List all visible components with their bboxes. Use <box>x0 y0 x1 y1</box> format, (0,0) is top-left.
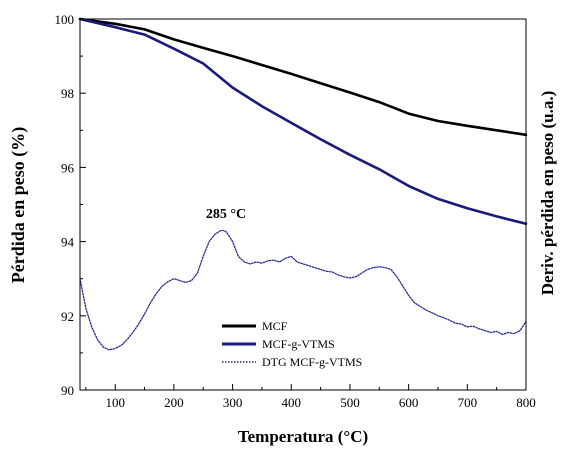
x-tick-label: 400 <box>282 395 302 410</box>
series-line-mcf-g-vtms <box>78 17 528 226</box>
x-tick-label: 200 <box>164 395 184 410</box>
x-tick-label: 300 <box>223 395 243 410</box>
legend-label-mcf: MCF <box>262 319 288 333</box>
x-tick-label: 500 <box>340 395 360 410</box>
x-tick-label: 800 <box>516 395 536 410</box>
series-line-dtg <box>79 229 527 351</box>
peak-annotation: 285 °C <box>206 207 246 222</box>
y-axis-label: Pérdida en peso (%) <box>8 127 29 284</box>
y2-axis-label: Deriv. pérdida en peso (u.a.) <box>538 91 557 295</box>
x-tick-label: 100 <box>105 395 125 410</box>
plot-frame <box>79 18 527 391</box>
x-axis-label: Temperatura (°C) <box>238 427 368 446</box>
series-line-mcf <box>78 17 528 137</box>
x-tick-label: 700 <box>458 395 478 410</box>
legend-label-dtg: DTG MCF-g-VTMS <box>262 355 362 369</box>
y-tick-label: 100 <box>55 12 75 27</box>
y-tick-label: 96 <box>61 160 75 175</box>
x-tick-label: 600 <box>399 395 419 410</box>
y-tick-label: 94 <box>61 235 75 250</box>
legend: MCF MCF-g-VTMS DTG MCF-g-VTMS <box>222 319 362 369</box>
y-tick-label: 98 <box>61 86 74 101</box>
series-layer <box>78 17 528 351</box>
legend-label-vtms: MCF-g-VTMS <box>262 337 335 351</box>
axis-ticks: 100 200 300 400 500 600 700 800 90 92 94 96 98 100 <box>55 12 536 410</box>
y-tick-label: 92 <box>61 309 74 324</box>
y-tick-label: 90 <box>61 383 74 398</box>
